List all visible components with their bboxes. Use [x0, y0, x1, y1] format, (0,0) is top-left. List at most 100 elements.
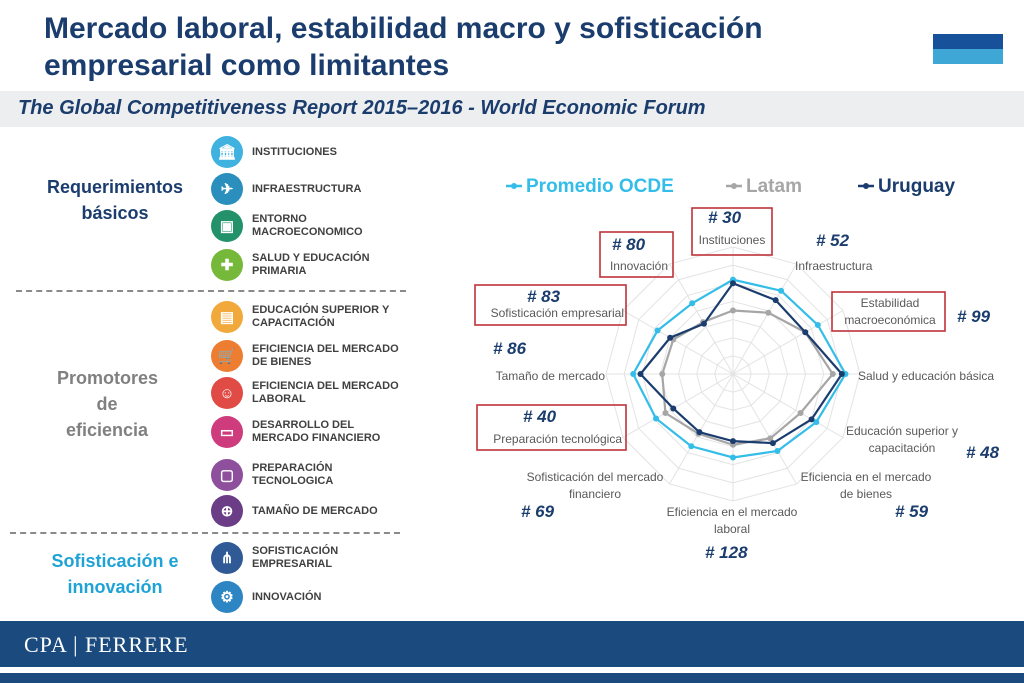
data-point — [774, 447, 781, 454]
group-label-innovation: Sofisticación e innovación — [51, 551, 179, 597]
org-chart-icon: ⋔ — [211, 542, 243, 574]
axis-label: Tamaño de mercado — [496, 369, 606, 383]
data-point — [688, 443, 695, 450]
airplane-icon: ✈ — [211, 173, 243, 205]
pillar-label: EDUCACIÓN SUPERIOR Y CAPACITACIÓN — [252, 304, 390, 329]
pillar-item: 🛒 EFICIENCIA DEL MERCADO DE BIENES — [211, 337, 402, 375]
axis-label: Salud y educación básica — [858, 369, 994, 383]
data-point — [813, 419, 820, 426]
radar-chart-svg: Instituciones Infraestructura Estabilidad m… — [474, 176, 1000, 562]
pillar-item: ☺ EFICIENCIA DEL MERCADO LABORAL — [211, 374, 402, 412]
pillar-item: ▣ ENTORNO MACROECONOMICO — [211, 207, 402, 245]
subtitle-bar — [0, 91, 1024, 127]
pillar-item: ⊕ TAMAÑO DE MERCADO — [211, 492, 402, 530]
rank-label: # 48 — [966, 443, 1000, 462]
pillar-item: ✚ SALUD Y EDUCACIÓN PRIMARIA — [211, 246, 402, 284]
data-point — [808, 416, 815, 423]
legend-marker — [511, 183, 517, 189]
pillar-label: INFRAESTRUCTURA — [252, 182, 362, 195]
data-point — [730, 307, 736, 314]
pillar-item: ⋔ SOFISTICACIÓN EMPRESARIAL — [211, 539, 402, 577]
data-point — [689, 300, 696, 307]
rank-label: # 128 — [705, 543, 748, 562]
rank-label: # 52 — [816, 231, 850, 250]
highlight-box — [474, 284, 627, 326]
pillar-label: SALUD Y EDUCACIÓN PRIMARIA — [252, 252, 370, 277]
book-icon: ▤ — [211, 301, 243, 333]
credit-card-icon: ▭ — [211, 416, 243, 448]
pillar-label: ENTORNO MACROECONOMICO — [252, 213, 363, 238]
data-point — [653, 415, 660, 422]
rank-label: # 83 — [527, 287, 561, 306]
data-point — [772, 297, 779, 304]
data-point — [730, 454, 736, 461]
axis-label: Innovación — [610, 259, 668, 273]
highlight-box — [599, 231, 674, 278]
rank-label: # 59 — [895, 502, 929, 521]
people-icon: ☺ — [211, 377, 243, 409]
pillar-item: 🏛 INSTITUCIONES — [211, 133, 402, 171]
data-point — [730, 280, 736, 287]
pillar-label: EFICIENCIA DEL MERCADO LABORAL — [252, 380, 399, 405]
pillar-item: ✈ INFRAESTRUCTURA — [211, 170, 402, 208]
data-point — [797, 410, 804, 417]
group-divider — [16, 290, 406, 292]
data-point — [838, 371, 845, 377]
highlight-box — [831, 291, 946, 332]
radar-spoke — [622, 310, 734, 375]
pillar-label: EFICIENCIA DEL MERCADO DE BIENES — [252, 343, 399, 368]
radar-spoke — [732, 373, 844, 438]
data-point — [767, 435, 774, 442]
data-point — [700, 320, 707, 327]
data-point — [659, 371, 666, 377]
rank-label: # 80 — [612, 235, 646, 254]
legend-label: Promedio OCDE — [526, 176, 674, 197]
data-point — [670, 405, 677, 412]
safe-icon: ▣ — [211, 210, 243, 242]
legend-marker — [731, 183, 737, 189]
data-point — [654, 327, 661, 334]
axis-label: Preparación tecnológica — [493, 432, 622, 446]
axis-label: Sofisticación del mercado financiero — [527, 470, 664, 501]
rank-label: # 69 — [521, 502, 555, 521]
data-point — [802, 329, 809, 336]
radar-spoke — [732, 263, 797, 375]
laptop-icon: ▢ — [211, 459, 243, 491]
data-point — [667, 334, 674, 341]
rank-label: # 99 — [957, 307, 991, 326]
company-logo: CPA | FERRERE — [24, 632, 189, 657]
pillar-item: ▤ EDUCACIÓN SUPERIOR Y CAPACITACIÓN — [211, 298, 402, 336]
rank-label: # 86 — [493, 339, 527, 358]
axis-label: Estabilidad macroeconómica — [844, 296, 936, 327]
data-point — [778, 287, 785, 294]
axis-label: Eficiencia en el mercado de bienes — [801, 470, 932, 501]
footer-bar — [0, 621, 1024, 667]
pillar-item: ▢ PREPARACIÓN TECNOLOGICA — [211, 456, 402, 494]
radar-chart: Instituciones Infraestructura Estabilidad m… — [460, 165, 1020, 610]
pillar-label: DESARROLLO DEL MERCADO FINANCIERO — [252, 419, 381, 444]
highlight-box — [476, 404, 627, 451]
radar-spoke — [732, 373, 797, 485]
radar-spoke — [669, 263, 734, 375]
data-point — [662, 410, 669, 417]
data-point — [696, 429, 703, 436]
gears-icon: ⚙ — [211, 581, 243, 613]
pillar-label: INSTITUCIONES — [252, 145, 337, 158]
rank-label: # 30 — [708, 208, 742, 227]
legend-marker — [863, 183, 869, 189]
legend-label: Uruguay — [878, 176, 956, 197]
institutions-icon: 🏛 — [211, 136, 243, 168]
report-subtitle: The Global Competitiveness Report 2015–2… — [18, 97, 706, 119]
footer-line — [0, 673, 1024, 683]
group-label-basic-requirements: Requerimientos básicos — [46, 177, 184, 223]
pillar-label: INNOVACIÓN — [252, 590, 322, 603]
highlight-box — [691, 207, 773, 256]
data-point — [829, 371, 836, 377]
group-label-efficiency-enhancers: Promotores de eficiencia — [57, 368, 159, 440]
axis-label: Eficiencia en el mercado laboral — [667, 505, 798, 536]
axis-label: Instituciones — [699, 233, 766, 247]
page-title: Mercado laboral, estabilidad macro y sof… — [44, 12, 763, 82]
data-point — [814, 322, 821, 329]
group-divider — [10, 532, 400, 534]
radar-spoke — [622, 373, 734, 438]
